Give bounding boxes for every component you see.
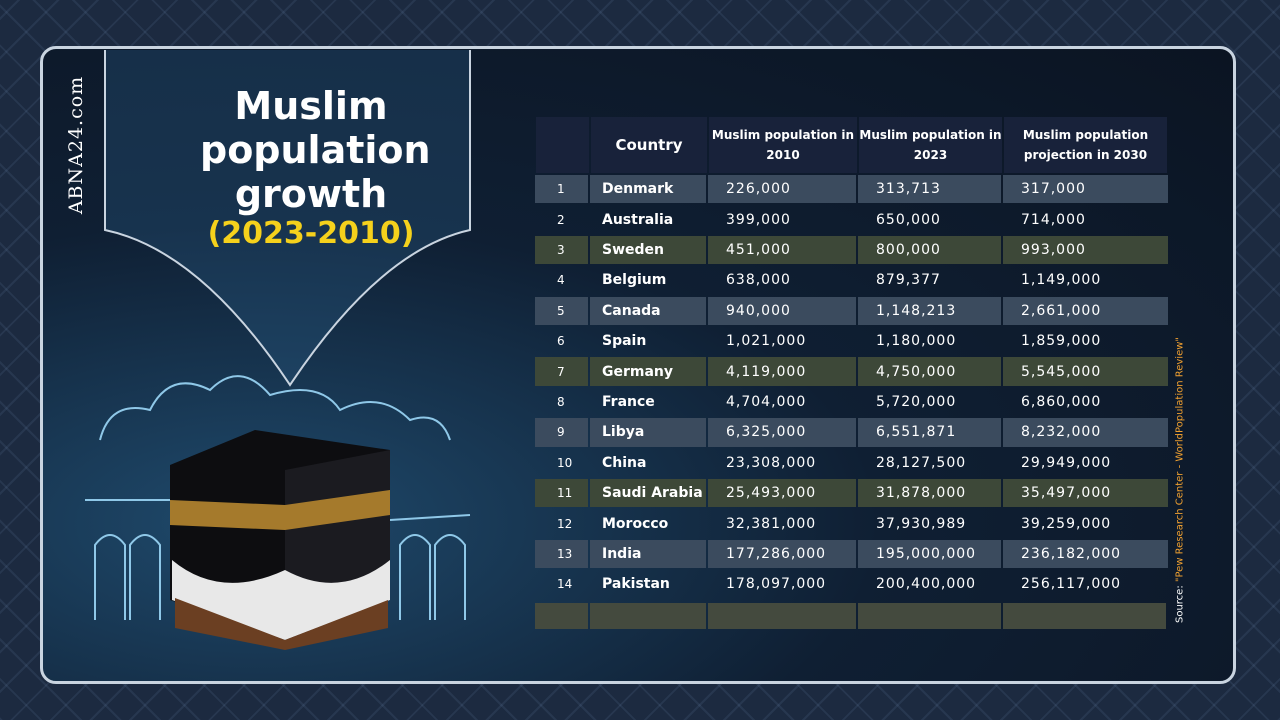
row-index: 10 xyxy=(557,455,573,470)
population: 1,180,000 xyxy=(876,333,957,350)
header-cell: Muslim population projection in 2030 xyxy=(1004,117,1167,173)
empty-cell xyxy=(708,602,856,629)
population: 29,949,000 xyxy=(1021,454,1112,471)
row-index: 1 xyxy=(535,175,588,204)
population: 2,661,000 xyxy=(1003,296,1168,325)
population: 35,497,000 xyxy=(1003,479,1168,508)
population: 200,400,000 xyxy=(876,576,977,593)
population: 195,000,000 xyxy=(858,539,1001,569)
population: 256,117,000 xyxy=(1021,576,1122,593)
population: 317,000 xyxy=(1003,175,1168,204)
population: 879,377 xyxy=(876,272,941,289)
source-label: Source: xyxy=(1174,585,1186,624)
population: 6,551,871 xyxy=(858,418,1001,447)
row-index: 6 xyxy=(557,334,565,349)
population: 800,000 xyxy=(858,235,1001,265)
country: India xyxy=(590,539,706,569)
source-text: "Pew Research Center - WorldPopulation R… xyxy=(1174,336,1186,583)
population: 226,000 xyxy=(708,175,856,204)
population: 1,149,000 xyxy=(1021,272,1102,289)
population: 714,000 xyxy=(1021,211,1086,228)
subtitle: (2023-2010) xyxy=(207,216,415,251)
country: France xyxy=(602,393,655,410)
population: 4,119,000 xyxy=(708,357,856,386)
country: Morocco xyxy=(602,515,669,532)
row-index: 14 xyxy=(557,577,573,592)
population: 399,000 xyxy=(726,211,791,228)
country: Spain xyxy=(602,333,647,350)
source: Source: "Pew Research Center - WorldPopu… xyxy=(1175,337,1186,623)
empty-cell xyxy=(590,602,706,629)
header-cell: Muslim population in 2023 xyxy=(859,117,1002,173)
country: Germany xyxy=(590,357,706,386)
row-index: 4 xyxy=(557,273,565,288)
country: Belgium xyxy=(602,272,667,289)
population: 638,000 xyxy=(726,272,791,289)
arch xyxy=(104,50,471,387)
header-cell: Muslim population in 2010 xyxy=(709,117,857,173)
row-index: 8 xyxy=(557,394,565,409)
population: 31,878,000 xyxy=(858,479,1001,508)
population: 37,930,989 xyxy=(876,515,967,532)
population: 993,000 xyxy=(1003,235,1168,265)
row-index: 9 xyxy=(535,418,588,447)
empty-cell xyxy=(1003,602,1166,629)
population: 1,021,000 xyxy=(726,333,807,350)
country: Denmark xyxy=(590,175,706,204)
population: 6,325,000 xyxy=(708,418,856,447)
kaaba xyxy=(170,430,390,650)
empty-cell xyxy=(535,602,588,629)
header-cell: Country xyxy=(591,117,707,173)
row-index: 12 xyxy=(557,516,573,531)
header-cell xyxy=(536,117,589,173)
brand: ABNA24.com xyxy=(65,75,87,215)
population: 39,259,000 xyxy=(1021,515,1112,532)
title: Muslim population growth xyxy=(200,84,431,216)
row-index: 13 xyxy=(535,539,588,569)
country: Australia xyxy=(602,211,674,228)
population: 177,286,000 xyxy=(708,539,856,569)
population: 4,750,000 xyxy=(858,357,1001,386)
population: 1,859,000 xyxy=(1021,333,1102,350)
country: Canada xyxy=(590,296,706,325)
country: Sweden xyxy=(590,235,706,265)
row-index: 3 xyxy=(535,235,588,265)
population: 25,493,000 xyxy=(708,479,856,508)
population: 313,713 xyxy=(858,175,1001,204)
population: 4,704,000 xyxy=(726,393,807,410)
population: 940,000 xyxy=(708,296,856,325)
country: Saudi Arabia xyxy=(590,479,706,508)
population: 5,720,000 xyxy=(876,393,957,410)
country: Libya xyxy=(590,418,706,447)
row-index: 5 xyxy=(535,296,588,325)
population: 236,182,000 xyxy=(1003,539,1168,569)
population: 5,545,000 xyxy=(1003,357,1168,386)
row-index: 7 xyxy=(535,357,588,386)
country: Pakistan xyxy=(602,576,670,593)
empty-cell xyxy=(858,602,1001,629)
population: 28,127,500 xyxy=(876,454,967,471)
population: 1,148,213 xyxy=(858,296,1001,325)
row-index: 2 xyxy=(557,212,565,227)
population: 8,232,000 xyxy=(1003,418,1168,447)
population: 178,097,000 xyxy=(726,576,827,593)
population: 6,860,000 xyxy=(1021,393,1102,410)
clouds xyxy=(85,375,471,620)
population: 451,000 xyxy=(708,235,856,265)
country: China xyxy=(602,454,647,471)
population: 23,308,000 xyxy=(726,454,817,471)
population: 650,000 xyxy=(876,211,941,228)
row-index: 11 xyxy=(535,479,588,508)
population: 32,381,000 xyxy=(726,515,817,532)
